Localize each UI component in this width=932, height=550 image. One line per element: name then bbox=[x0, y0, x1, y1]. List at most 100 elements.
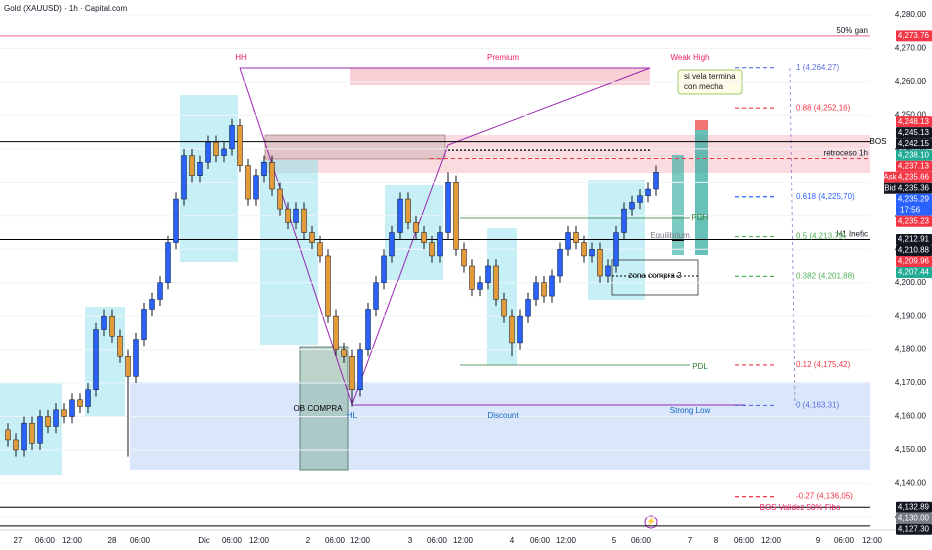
x-tick-label: 06:00 bbox=[631, 536, 652, 545]
price-tag bbox=[896, 215, 932, 227]
x-tick-label: Dic bbox=[198, 536, 210, 545]
candle-body bbox=[493, 265, 499, 300]
fvg-box bbox=[260, 160, 318, 345]
candle-body bbox=[21, 422, 27, 451]
annotation: Equilibrium bbox=[650, 231, 690, 240]
price-tag bbox=[896, 149, 932, 161]
y-tick-label: 4,270.00 bbox=[895, 44, 927, 53]
fib-label: 0.5 (4,213,79) bbox=[796, 232, 846, 241]
x-tick-label: 06:00 bbox=[530, 536, 551, 545]
candle-body bbox=[141, 309, 147, 340]
candle-body bbox=[69, 399, 75, 417]
y-tick-label: 4,150.00 bbox=[895, 445, 927, 454]
y-tick-label: 4,260.00 bbox=[895, 77, 927, 86]
candle-body bbox=[29, 422, 35, 444]
x-tick-label: 9 bbox=[816, 536, 821, 545]
candle-body bbox=[365, 309, 371, 350]
fib-label: 0.618 (4,225,70) bbox=[796, 192, 855, 201]
y-tick-label: 4,280.00 bbox=[895, 10, 927, 19]
x-tick-label: 06:00 bbox=[325, 536, 346, 545]
y-tick-label: 4,250.00 bbox=[895, 111, 927, 120]
price-tag bbox=[896, 256, 932, 268]
price-tag bbox=[896, 138, 932, 150]
price-tag-label: 4,212.91 bbox=[898, 235, 930, 244]
x-tick-label: 12:00 bbox=[62, 536, 83, 545]
fib-label: 0.12 (4,175,42) bbox=[796, 360, 851, 369]
candle-body bbox=[237, 125, 243, 166]
x-tick-label: 06:00 bbox=[222, 536, 243, 545]
candle-body bbox=[557, 248, 563, 277]
candle-body bbox=[213, 141, 219, 156]
x-tick-label: 8 bbox=[714, 536, 719, 545]
candle-body bbox=[205, 141, 211, 163]
annotation: PDH bbox=[692, 213, 709, 222]
x-tick-label: 12:00 bbox=[556, 536, 577, 545]
candle-body bbox=[445, 182, 451, 233]
candle-body bbox=[653, 172, 659, 190]
price-tag-label: 4,242.15 bbox=[898, 139, 930, 148]
candle-body bbox=[381, 255, 387, 283]
price-tag-prefix: Bid bbox=[884, 183, 896, 192]
annotation: zona compra 2 bbox=[629, 271, 682, 280]
annotation: BOS Validez 50% Fibo bbox=[760, 503, 841, 512]
candle-body bbox=[597, 248, 603, 277]
x-tick-label: 2 bbox=[306, 536, 311, 545]
x-tick-label: 12:00 bbox=[453, 536, 474, 545]
price-tag-label: 4,130.00 bbox=[898, 513, 930, 522]
candle-body bbox=[285, 208, 291, 223]
candle-body bbox=[349, 356, 355, 391]
x-tick-label: 06:00 bbox=[734, 536, 755, 545]
y-tick-label: 4,200.00 bbox=[895, 278, 927, 287]
candle-body bbox=[5, 429, 11, 441]
candle-body bbox=[573, 232, 579, 243]
candle-body bbox=[221, 148, 227, 156]
annotation: Discount bbox=[487, 411, 519, 420]
price-tag-label: 4,210.88 bbox=[898, 246, 930, 255]
candle-body bbox=[565, 232, 571, 250]
candle-body bbox=[357, 349, 363, 391]
annotation: Weak High bbox=[671, 53, 710, 62]
x-tick-label: 12:00 bbox=[761, 536, 782, 545]
annotation: BOS bbox=[870, 137, 887, 146]
candles bbox=[5, 118, 659, 457]
zones bbox=[0, 68, 870, 475]
x-tick-label: 12:00 bbox=[862, 536, 883, 545]
candle-body bbox=[197, 162, 203, 176]
chart-title: Gold (XAUUSD) · 1h · Capital.com bbox=[4, 4, 127, 13]
candle-body bbox=[517, 315, 523, 344]
event-icon bbox=[644, 515, 658, 529]
candle-body bbox=[301, 208, 307, 233]
candle-body bbox=[325, 255, 331, 317]
candle-body bbox=[37, 416, 43, 444]
price-tag bbox=[896, 30, 932, 42]
price-tag-label: 4,209.96 bbox=[898, 257, 930, 266]
annotation: HL bbox=[347, 411, 358, 420]
price-tag-label: 4,132.89 bbox=[898, 502, 930, 511]
price-tag-label: 4,237.13 bbox=[898, 161, 930, 170]
price-tag-prefix: Ask bbox=[883, 172, 897, 181]
fvg-box bbox=[180, 95, 238, 262]
price-tag bbox=[896, 193, 932, 216]
y-tick-label: 4,160.00 bbox=[895, 412, 927, 421]
candle-body bbox=[293, 208, 299, 223]
candle-body bbox=[485, 265, 491, 283]
candle-body bbox=[413, 222, 419, 233]
candle-body bbox=[437, 232, 443, 257]
annotation: PDL bbox=[692, 362, 708, 371]
candle-body bbox=[173, 198, 179, 243]
y-tick-label: 4,180.00 bbox=[895, 345, 927, 354]
candle-body bbox=[149, 299, 155, 310]
price-tag-label: 4,238.10 bbox=[898, 150, 930, 159]
candle-body bbox=[53, 409, 59, 427]
candle-body bbox=[645, 188, 651, 196]
ob-box bbox=[264, 134, 446, 160]
candle-body bbox=[157, 282, 163, 300]
x-tick-label: 12:00 bbox=[350, 536, 371, 545]
x-tick-label: 06:00 bbox=[834, 536, 855, 545]
candle-body bbox=[629, 202, 635, 210]
candle-body bbox=[533, 282, 539, 300]
candle-body bbox=[509, 315, 515, 344]
candle-body bbox=[405, 198, 411, 223]
candle-body bbox=[477, 282, 483, 290]
